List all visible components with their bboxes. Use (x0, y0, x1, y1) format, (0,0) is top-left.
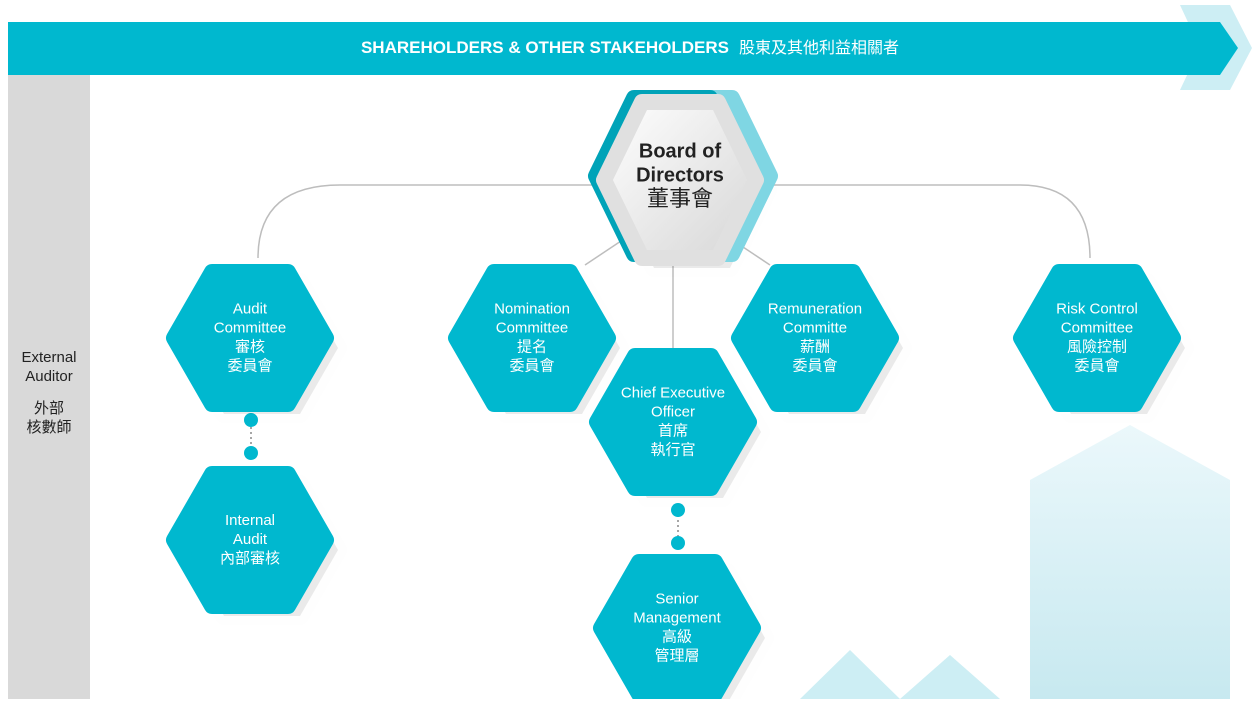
side-bar (8, 75, 90, 699)
node-label: Committe (783, 319, 847, 336)
node-hexagon (448, 264, 616, 412)
node-label: Committee (214, 319, 287, 336)
node-label: 委員會 (227, 357, 272, 374)
node: Internal Audit 內部審核 (166, 466, 338, 616)
node-label: 管理層 (654, 647, 699, 664)
node-label: 提名 (517, 338, 547, 355)
dot (671, 536, 685, 550)
node-label: Audit (233, 300, 268, 317)
node-label: Chief Executive (621, 384, 725, 401)
node-hexagon (596, 94, 764, 266)
node-label: Remuneration (768, 300, 862, 317)
node-label: Directors (636, 164, 724, 186)
node-label: Internal (225, 512, 275, 529)
node-hexagon (1013, 264, 1181, 412)
dot (244, 413, 258, 427)
node-label: Audit (233, 531, 268, 548)
node-hexagon (166, 264, 334, 412)
node-label: 委員會 (1074, 357, 1119, 374)
header: SHAREHOLDERS & OTHER STAKEHOLDERS 股東及其他利益… (361, 38, 899, 57)
node-label: 薪酬 (800, 338, 830, 355)
nodes: Board ofDirectors董事會AuditCommittee審核委員會N… (166, 90, 1185, 704)
node-label: 委員會 (792, 357, 837, 374)
header-bar (8, 22, 1238, 75)
decoration (800, 650, 900, 699)
node-label: 委員會 (509, 357, 554, 374)
side-label-en: Auditor (25, 368, 73, 385)
node-hexagon (166, 466, 334, 614)
node-label: 風險控制 (1067, 338, 1127, 355)
node-label: 審核 (235, 338, 265, 355)
node-label: Board of (639, 140, 722, 162)
node-label: Committee (1061, 319, 1134, 336)
node-label: Risk Control (1056, 300, 1138, 317)
node-label: Management (633, 609, 721, 626)
node-hexagon (731, 264, 899, 412)
node-label: 高級 (662, 628, 692, 645)
node-label: Officer (651, 403, 695, 420)
node-hexagon (589, 348, 757, 496)
side-label-en: External (21, 349, 76, 366)
node-hexagon (593, 554, 761, 702)
header-title-zh: 股東及其他利益相關者 (739, 39, 899, 57)
node-label: Nomination (494, 300, 570, 317)
node-label: Senior (655, 590, 698, 607)
node-label: Committee (496, 319, 569, 336)
decoration (1030, 425, 1230, 699)
dot (244, 446, 258, 460)
side-label-zh: 核數師 (26, 419, 71, 436)
side-label-zh: 外部 (34, 400, 64, 417)
node-label: 內部審核 (220, 550, 280, 567)
dot (671, 503, 685, 517)
header-title: SHAREHOLDERS & OTHER STAKEHOLDERS (361, 38, 729, 57)
node-label: 執行官 (650, 441, 695, 458)
node-label: 董事會 (647, 186, 713, 211)
node-label: 首席 (658, 422, 688, 439)
decoration (900, 655, 1000, 699)
